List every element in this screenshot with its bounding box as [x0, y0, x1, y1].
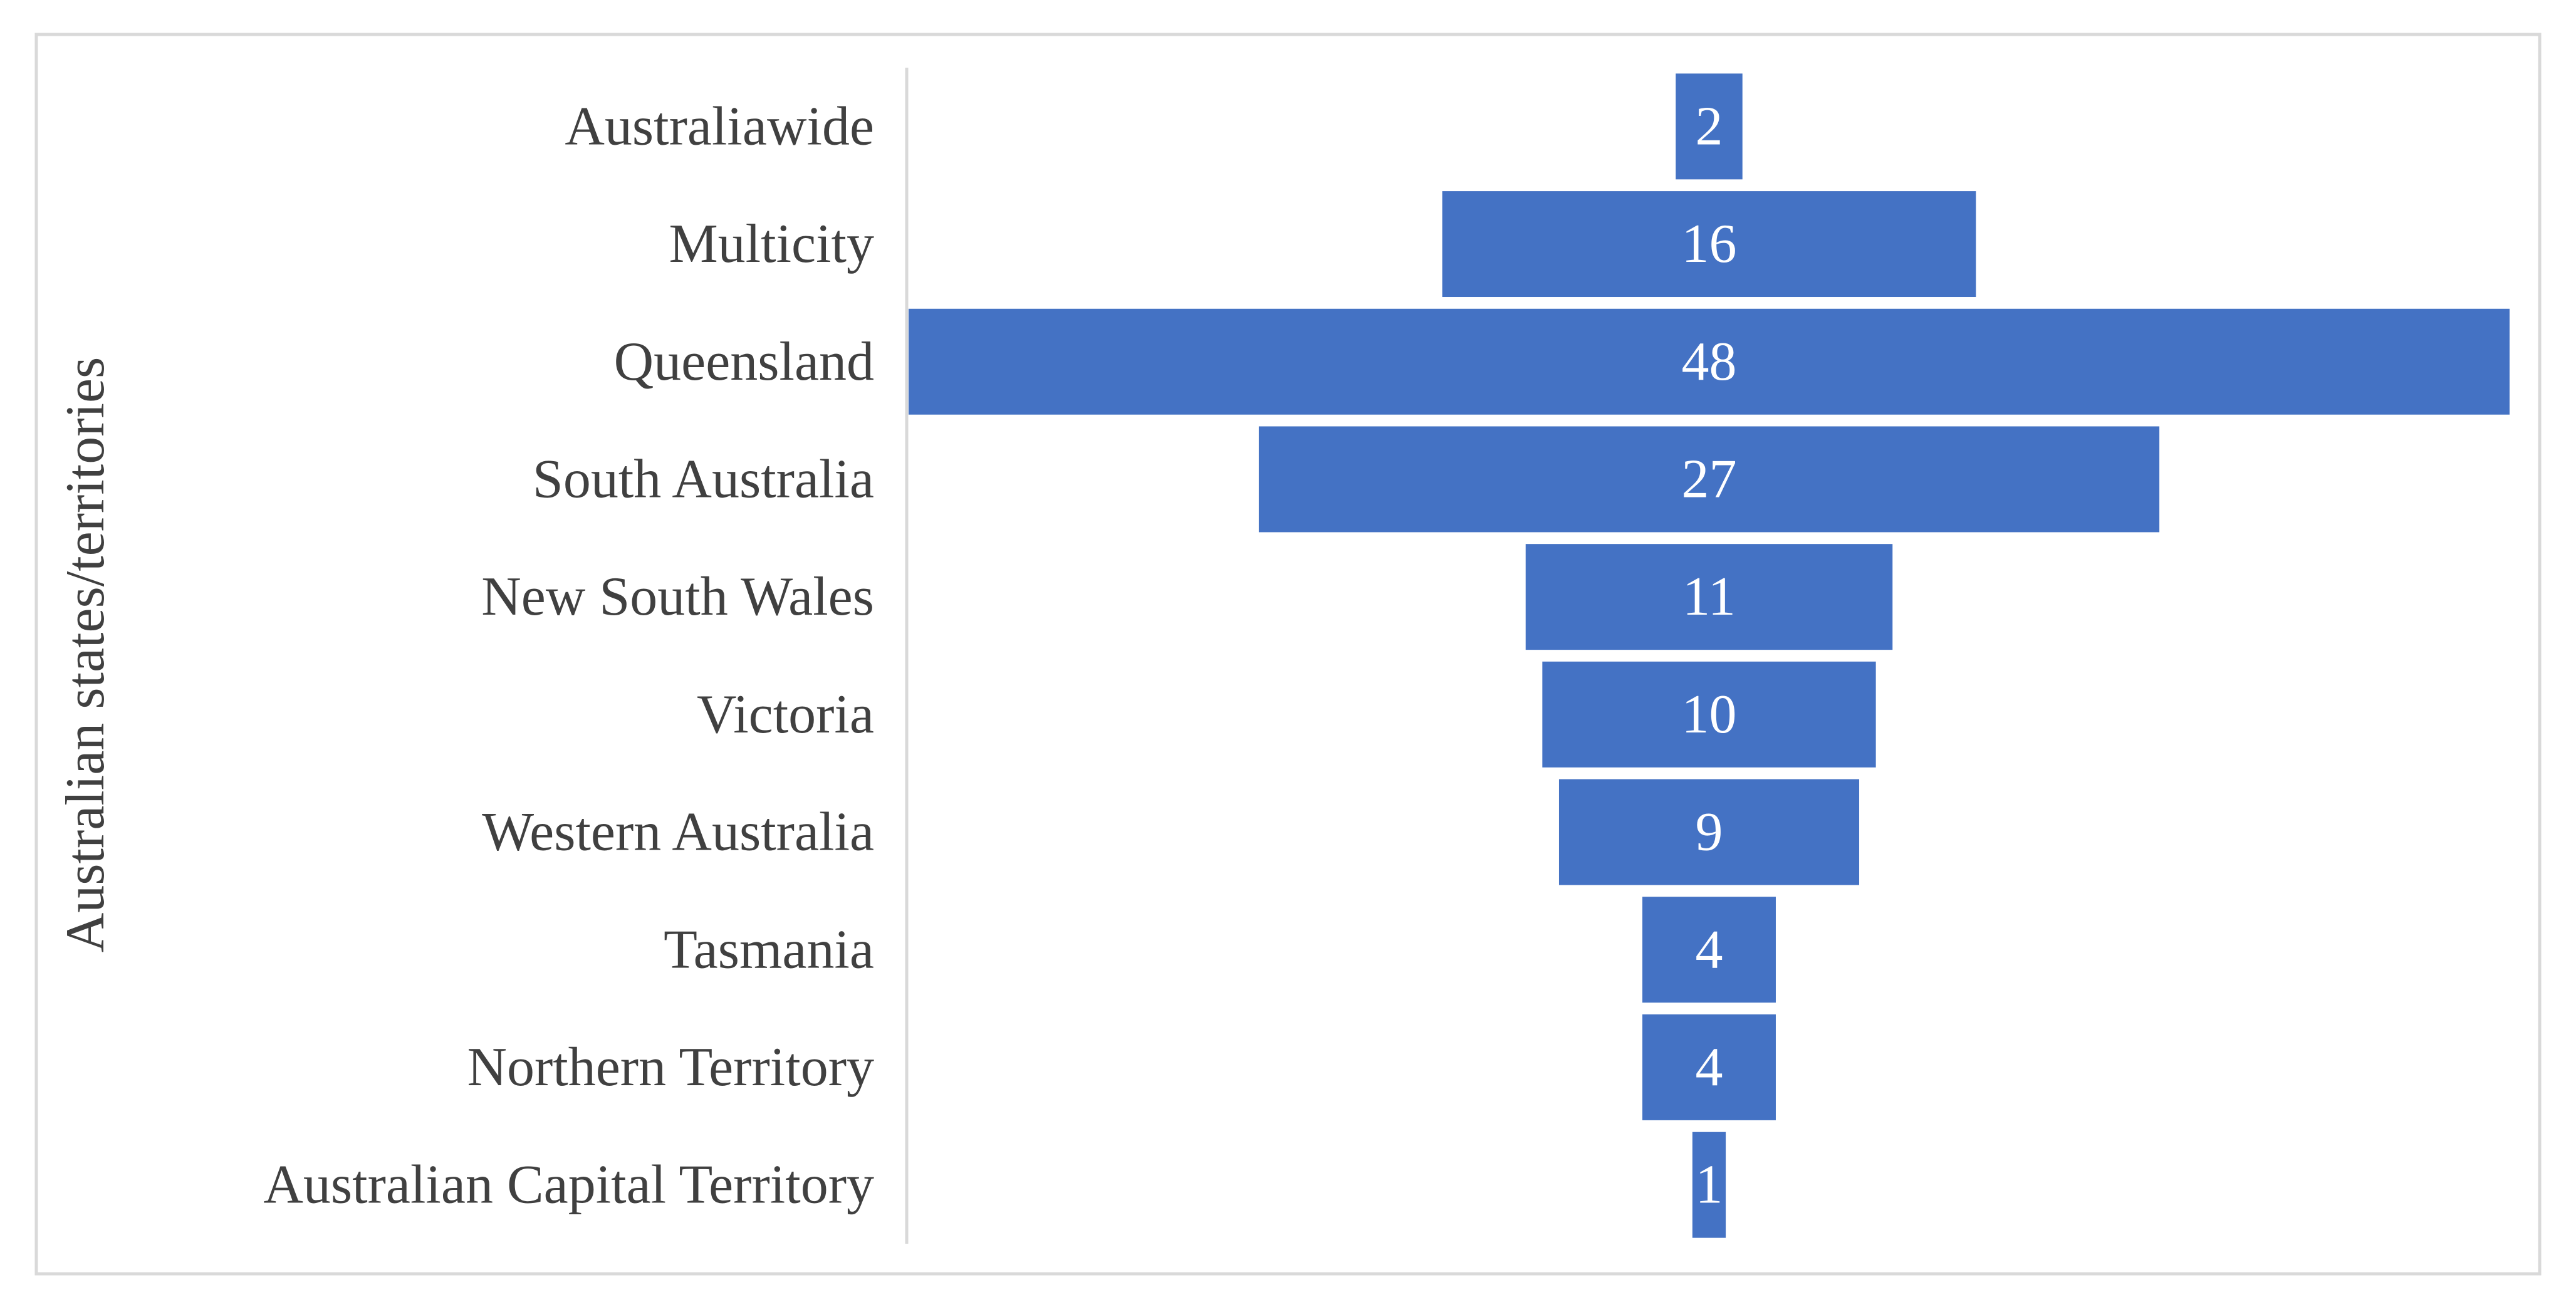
y-axis-title: Australian states/territories — [55, 357, 116, 953]
bar — [1692, 1132, 1726, 1238]
bar-value-label: 4 — [1696, 1037, 1723, 1098]
bar-value-label: 10 — [1682, 684, 1737, 745]
category-label: New South Wales — [481, 566, 874, 627]
category-label: Queensland — [614, 331, 874, 392]
category-label: Australiawide — [565, 96, 874, 157]
bar — [1558, 779, 1860, 885]
bars — [909, 73, 2510, 1238]
bar — [1642, 1014, 1776, 1120]
category-label: Northern Territory — [467, 1037, 874, 1098]
category-label: Australian Capital Territory — [263, 1155, 874, 1216]
bar-value-label: 16 — [1682, 214, 1737, 274]
bar — [1525, 544, 1893, 650]
bar — [1258, 426, 2160, 533]
bar — [1676, 73, 1743, 180]
category-label: South Australia — [533, 449, 874, 509]
category-label: Tasmania — [664, 919, 874, 980]
bar-value-label: 4 — [1696, 919, 1723, 980]
category-labels: Australiawide Multicity Queensland South Au… — [263, 96, 874, 1215]
bar-value-label: 48 — [1682, 331, 1737, 392]
bar — [1442, 191, 1976, 298]
bar-value-label: 11 — [1682, 566, 1736, 627]
bar — [1642, 897, 1776, 1003]
bar-value-label: 27 — [1682, 449, 1737, 509]
category-label: Multicity — [669, 214, 874, 274]
bar-value-label: 2 — [1696, 96, 1723, 157]
bar-value-label: 9 — [1696, 802, 1723, 863]
bar-value-label: 1 — [1696, 1155, 1723, 1216]
category-label: Western Australia — [482, 802, 874, 863]
category-label: Victoria — [697, 684, 874, 745]
chart-border — [34, 33, 2542, 1276]
bar — [1542, 661, 1876, 768]
bar — [909, 308, 2510, 415]
bar-value-labels: 2 16 48 27 11 10 9 4 4 1 — [1682, 96, 1737, 1215]
